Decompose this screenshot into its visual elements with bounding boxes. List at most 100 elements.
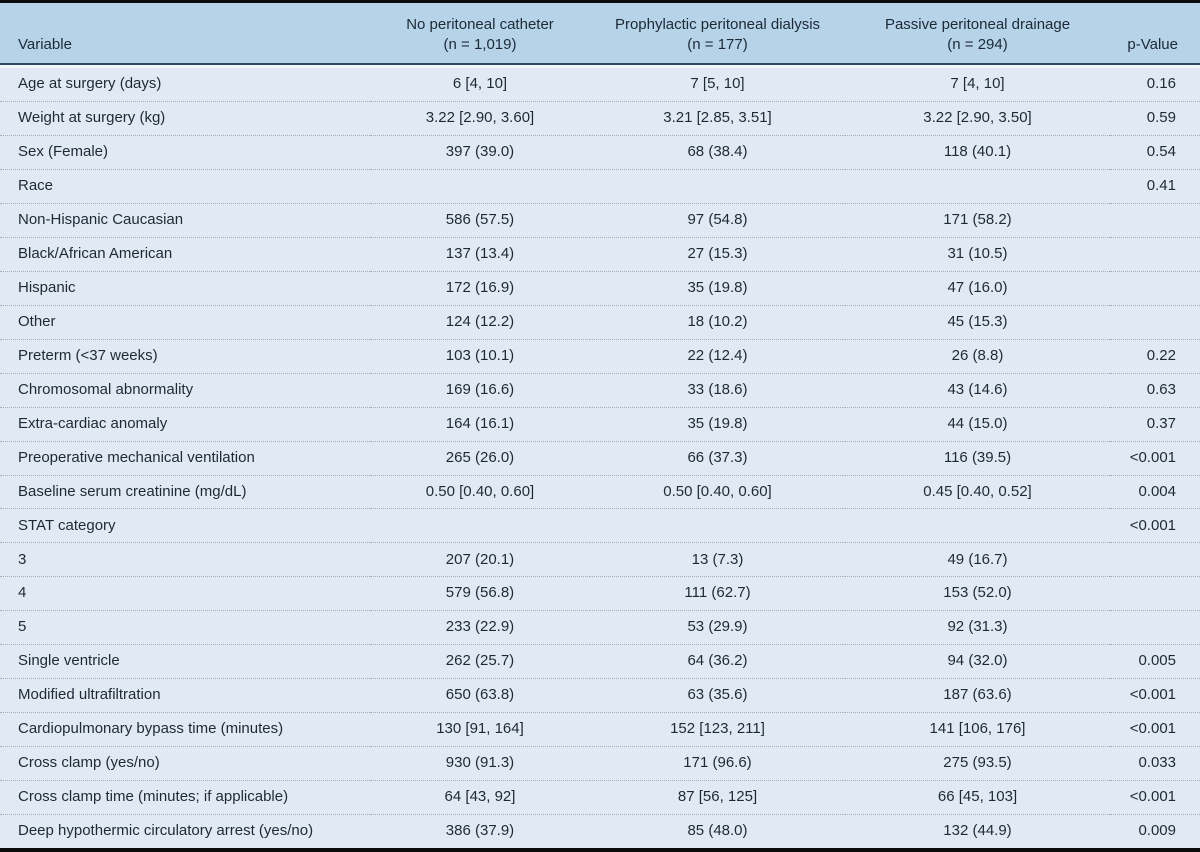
header-line-n: (n = 1,019) [443, 36, 517, 54]
value-cell-prophylactic-pd: 64 (36.2) [590, 644, 845, 679]
variable-cell: Sex (Female) [0, 135, 370, 170]
value-cell-no-catheter: 124 (12.2) [370, 304, 590, 339]
p-value-cell: 0.004 [1110, 474, 1200, 509]
value-cell-passive-drainage: 43 (14.6) [845, 372, 1110, 407]
column-header-prophylactic-peritoneal-dialysis: Prophylactic peritoneal dialysis (n = 17… [590, 3, 845, 65]
variable-cell: Modified ultrafiltration [0, 678, 370, 713]
value-cell-passive-drainage: 7 [4, 10] [845, 65, 1110, 102]
variable-cell: Non-Hispanic Caucasian [0, 203, 370, 237]
table-row: STAT category <0.001 [0, 508, 1200, 543]
value-cell-passive-drainage: 94 (32.0) [845, 644, 1110, 679]
variable-cell: Single ventricle [0, 644, 370, 679]
variable-cell: 4 [0, 576, 370, 611]
p-value-cell [1110, 542, 1200, 577]
p-value-cell [1110, 576, 1200, 611]
table-row: Race 0.41 [0, 169, 1200, 204]
value-cell-passive-drainage: 118 (40.1) [845, 135, 1110, 170]
table-header: Variable No peritoneal catheter (n = 1,0… [0, 3, 1200, 65]
value-cell-no-catheter: 6 [4, 10] [370, 65, 590, 102]
value-cell-passive-drainage: 171 (58.2) [845, 203, 1110, 237]
table-row: Baseline serum creatinine (mg/dL) 0.50 [0… [0, 474, 1200, 509]
p-value-cell: <0.001 [1110, 779, 1200, 814]
value-cell-prophylactic-pd: 63 (35.6) [590, 678, 845, 713]
variable-cell: Race [0, 169, 370, 204]
value-cell-prophylactic-pd: 87 [56, 125] [590, 779, 845, 814]
table-row: 4 579 (56.8) 111 (62.7) 153 (52.0) [0, 576, 1200, 611]
value-cell-no-catheter: 172 (16.9) [370, 270, 590, 305]
p-value-cell [1110, 236, 1200, 271]
value-cell-no-catheter: 103 (10.1) [370, 338, 590, 373]
value-cell-passive-drainage: 66 [45, 103] [845, 779, 1110, 814]
value-cell-passive-drainage: 275 (93.5) [845, 746, 1110, 780]
variable-cell: Cardiopulmonary bypass time (minutes) [0, 712, 370, 747]
variable-cell: Age at surgery (days) [0, 65, 370, 102]
value-cell-passive-drainage: 26 (8.8) [845, 338, 1110, 373]
value-cell-passive-drainage: 132 (44.9) [845, 813, 1110, 848]
value-cell-prophylactic-pd: 22 (12.4) [590, 338, 845, 373]
value-cell-passive-drainage: 0.45 [0.40, 0.52] [845, 474, 1110, 509]
header-line-label: No peritoneal catheter [406, 16, 554, 34]
value-cell-prophylactic-pd: 85 (48.0) [590, 813, 845, 848]
value-cell-prophylactic-pd: 13 (7.3) [590, 542, 845, 577]
value-cell-no-catheter: 64 [43, 92] [370, 779, 590, 814]
value-cell-prophylactic-pd: 53 (29.9) [590, 610, 845, 645]
variable-cell: Hispanic [0, 270, 370, 305]
value-cell-prophylactic-pd: 3.21 [2.85, 3.51] [590, 101, 845, 136]
variable-cell: Deep hypothermic circulatory arrest (yes… [0, 813, 370, 848]
variable-cell: Baseline serum creatinine (mg/dL) [0, 474, 370, 509]
header-line-label: Prophylactic peritoneal dialysis [614, 16, 821, 34]
p-value-cell: 0.54 [1110, 135, 1200, 170]
variable-cell: Weight at surgery (kg) [0, 101, 370, 136]
variable-cell: Extra-cardiac anomaly [0, 406, 370, 441]
value-cell-prophylactic-pd: 171 (96.6) [590, 746, 845, 780]
value-cell-no-catheter: 233 (22.9) [370, 610, 590, 645]
value-cell-no-catheter: 262 (25.7) [370, 644, 590, 679]
value-cell-no-catheter: 207 (20.1) [370, 542, 590, 577]
value-cell-no-catheter: 130 [91, 164] [370, 712, 590, 747]
value-cell-no-catheter: 0.50 [0.40, 0.60] [370, 474, 590, 509]
table-row: Single ventricle 262 (25.7) 64 (36.2) 94 (3… [0, 644, 1200, 679]
value-cell-prophylactic-pd: 68 (38.4) [590, 135, 845, 170]
variable-cell: Preoperative mechanical ventilation [0, 440, 370, 475]
p-value-cell: 0.16 [1110, 65, 1200, 102]
value-cell-no-catheter: 579 (56.8) [370, 576, 590, 611]
value-cell-prophylactic-pd: 111 (62.7) [590, 576, 845, 611]
table-row: Sex (Female) 397 (39.0) 68 (38.4) 118 (40.1… [0, 135, 1200, 170]
variable-cell: 5 [0, 610, 370, 645]
value-cell-prophylactic-pd: 152 [123, 211] [590, 712, 845, 747]
table-row: Cross clamp (yes/no) 930 (91.3) 171 (96.6)… [0, 746, 1200, 780]
value-cell-passive-drainage: 47 (16.0) [845, 270, 1110, 305]
table-row: 5 233 (22.9) 53 (29.9) 92 (31.3) [0, 610, 1200, 645]
value-cell-passive-drainage: 187 (63.6) [845, 678, 1110, 713]
table-row: Other 124 (12.2) 18 (10.2) 45 (15.3) [0, 304, 1200, 339]
p-value-cell [1110, 270, 1200, 305]
p-value-cell: 0.41 [1110, 169, 1200, 204]
p-value-cell: 0.37 [1110, 406, 1200, 441]
p-value-cell: 0.005 [1110, 644, 1200, 679]
value-cell-no-catheter: 386 (37.9) [370, 813, 590, 848]
p-value-cell: <0.001 [1110, 712, 1200, 747]
variable-cell: Other [0, 304, 370, 339]
value-cell-no-catheter [370, 169, 590, 204]
value-cell-prophylactic-pd: 18 (10.2) [590, 304, 845, 339]
table-row: Non-Hispanic Caucasian 586 (57.5) 97 (54.8… [0, 203, 1200, 237]
table-row: Modified ultrafiltration 650 (63.8) 63 (35… [0, 678, 1200, 713]
p-value-cell: 0.59 [1110, 101, 1200, 136]
column-header-no-peritoneal-catheter: No peritoneal catheter (n = 1,019) [370, 3, 590, 65]
header-line-n: (n = 294) [947, 36, 1008, 54]
p-value-cell: 0.63 [1110, 372, 1200, 407]
value-cell-passive-drainage: 141 [106, 176] [845, 712, 1110, 747]
value-cell-prophylactic-pd: 7 [5, 10] [590, 65, 845, 102]
value-cell-no-catheter: 164 (16.1) [370, 406, 590, 441]
header-row: Variable No peritoneal catheter (n = 1,0… [0, 3, 1200, 65]
value-cell-prophylactic-pd [590, 169, 845, 204]
value-cell-prophylactic-pd: 0.50 [0.40, 0.60] [590, 474, 845, 509]
value-cell-passive-drainage: 116 (39.5) [845, 440, 1110, 475]
value-cell-no-catheter: 169 (16.6) [370, 372, 590, 407]
table-row: Cross clamp time (minutes; if applicable… [0, 779, 1200, 814]
variable-cell: Chromosomal abnormality [0, 372, 370, 407]
table-row: Cardiopulmonary bypass time (minutes) 130… [0, 712, 1200, 747]
table-row: Preterm (<37 weeks) 103 (10.1) 22 (12.4) 26… [0, 338, 1200, 373]
table-row: Chromosomal abnormality 169 (16.6) 33 (18.… [0, 372, 1200, 407]
